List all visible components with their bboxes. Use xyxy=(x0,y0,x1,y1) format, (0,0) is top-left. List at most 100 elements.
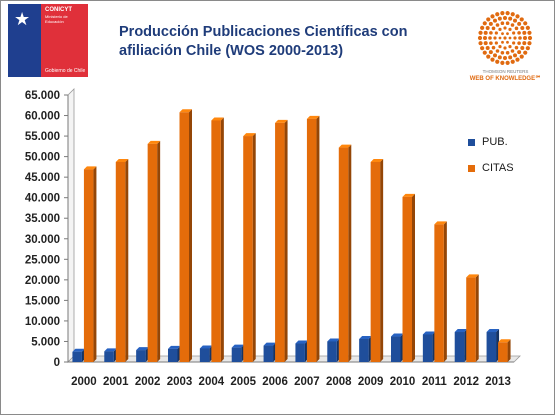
legend-label-pub: PUB. xyxy=(482,136,508,148)
bar-top xyxy=(83,166,97,170)
globe-dot xyxy=(497,16,502,21)
globe-dot xyxy=(494,31,498,35)
globe-dot xyxy=(505,11,510,16)
globe-dot xyxy=(519,54,524,59)
logo-subtitle: Ministerio de Educación xyxy=(45,14,68,24)
y-tick-label: 0 xyxy=(54,357,60,369)
x-tick-label: 2007 xyxy=(294,376,320,388)
globe-dot xyxy=(483,41,488,46)
globe-dot xyxy=(482,21,487,26)
globe-dot xyxy=(508,45,512,49)
logo-blue-panel xyxy=(8,4,41,77)
y-tick-label: 55.000 xyxy=(25,131,60,143)
globe-dot xyxy=(478,41,483,46)
y-tick-label: 10.000 xyxy=(25,316,60,328)
globe-dot xyxy=(506,40,509,44)
y-tick-label: 65.000 xyxy=(25,90,60,102)
globe-dot xyxy=(503,46,507,50)
x-tick-label: 2002 xyxy=(135,376,161,388)
globe-dot xyxy=(512,41,516,45)
bar-top xyxy=(72,348,85,352)
globe-dot xyxy=(512,31,516,35)
globe-dot xyxy=(525,25,530,30)
bar-top xyxy=(422,331,436,335)
conicyt-logo: ★ CONICYT Ministerio de Educación Gobier… xyxy=(8,4,88,77)
logo-name: CONICYT xyxy=(45,7,72,13)
globe-dot xyxy=(489,31,493,35)
bar-pub-2006 xyxy=(263,345,274,362)
globe-dot xyxy=(500,21,505,26)
globe-dot xyxy=(508,55,513,60)
globe-dot xyxy=(480,25,485,30)
globe-dot xyxy=(488,50,493,55)
bar-pub-2008 xyxy=(327,341,337,362)
bar-pub-2002 xyxy=(136,350,146,362)
bar-side xyxy=(284,119,288,362)
globe-dot xyxy=(500,60,505,65)
x-tick-label: 2003 xyxy=(167,376,193,388)
bar-citas-2010 xyxy=(402,196,412,362)
bar-side xyxy=(125,158,129,362)
x-tick-label: 2006 xyxy=(262,376,288,388)
bar-top xyxy=(466,274,479,278)
bar-top xyxy=(179,109,192,113)
globe-dot xyxy=(505,60,510,65)
globe-dot xyxy=(513,36,517,40)
globe-dot xyxy=(520,26,525,30)
globe-dot xyxy=(523,21,528,26)
globe-dot xyxy=(517,41,521,45)
globe-dot xyxy=(501,40,504,44)
logo-brand-line: THOMSON REUTERS xyxy=(482,69,529,74)
globe-dot xyxy=(517,50,522,55)
globe-dot xyxy=(480,46,485,51)
x-tick-label: 2001 xyxy=(103,376,129,388)
bar-top xyxy=(147,140,161,144)
bar-side xyxy=(475,274,479,362)
bar-top xyxy=(486,329,500,333)
bar-citas-2009 xyxy=(370,161,381,362)
globe-dot xyxy=(488,36,492,40)
y-tick-label: 20.000 xyxy=(25,275,60,287)
globe-dot xyxy=(510,59,515,64)
bar-pub-2012 xyxy=(454,332,465,362)
globe-dot xyxy=(523,50,528,55)
bar-citas-2001 xyxy=(115,161,126,362)
bar-pub-2009 xyxy=(359,338,369,362)
bar-side xyxy=(220,117,224,363)
x-tick-label: 2013 xyxy=(485,376,511,388)
x-tick-label: 2005 xyxy=(230,376,256,388)
globe-dot xyxy=(527,35,533,41)
bar-pub-2013 xyxy=(486,332,497,362)
globe-dot xyxy=(493,18,497,23)
bar-citas-2007 xyxy=(306,118,317,362)
bar-top xyxy=(391,333,404,337)
bar-top xyxy=(243,133,256,137)
bar-top xyxy=(199,345,213,349)
globe-dot xyxy=(495,49,500,53)
globe-dot xyxy=(523,36,527,40)
globe-dot xyxy=(508,36,512,40)
globe-dot xyxy=(518,36,522,40)
bar-top xyxy=(402,193,415,197)
globe-dot xyxy=(503,56,507,60)
bar-citas-2004 xyxy=(211,120,221,363)
globe-dot xyxy=(497,55,502,60)
bar-top xyxy=(115,158,129,162)
globe-dot xyxy=(515,14,520,19)
legend-swatch-pub xyxy=(468,139,475,146)
globe-dot xyxy=(493,53,497,58)
y-tick-label: 5.000 xyxy=(31,336,60,348)
y-tick-label: 25.000 xyxy=(25,254,60,266)
bar-side xyxy=(157,140,161,362)
globe-dot xyxy=(503,16,507,20)
bar-side xyxy=(412,193,415,362)
bar-side xyxy=(443,221,447,362)
globe-dot xyxy=(498,27,502,31)
x-tick-label: 2012 xyxy=(453,376,479,388)
y-tick-label: 50.000 xyxy=(25,152,60,164)
bar-top xyxy=(338,144,352,148)
bar-top xyxy=(434,221,447,225)
globe-dot xyxy=(489,41,493,45)
globe-dot xyxy=(501,32,504,36)
